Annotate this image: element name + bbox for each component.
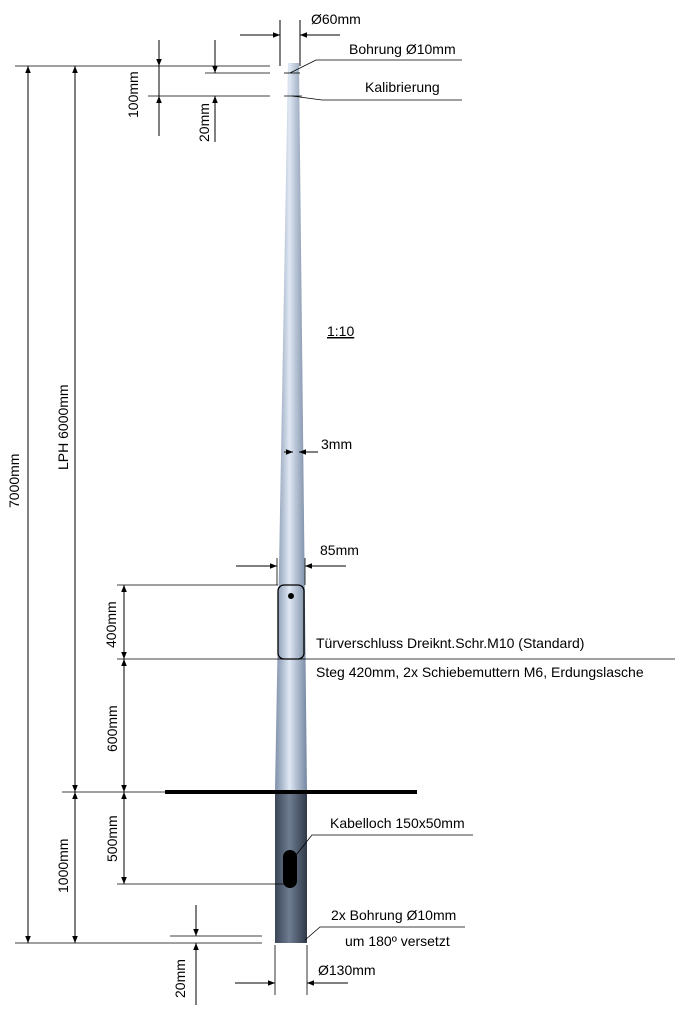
cable-hole (283, 850, 297, 888)
top-hole-label: Bohrung Ø10mm (349, 41, 456, 57)
calibration-label: Kalibrierung (365, 79, 440, 95)
dim-20-top-label: 20mm (196, 103, 212, 142)
bottom-diameter-label: Ø130mm (318, 962, 376, 978)
bottom-holes-label: 2x Bohrung Ø10mm (331, 907, 456, 923)
scale-label: 1:10 (327, 323, 354, 339)
dim-100-label: 100mm (125, 71, 141, 118)
door-lock-icon (288, 593, 294, 599)
pole-shaft (275, 63, 307, 792)
cable-depth-label: 500mm (104, 815, 120, 862)
door-base-height-label: 600mm (104, 705, 120, 752)
cable-hole-label: Kabelloch 150x50mm (330, 815, 465, 831)
total-height-label: 7000mm (6, 454, 22, 508)
wall-thickness-label: 3mm (321, 436, 352, 452)
bottom-offset-label: um 180º versetzt (345, 933, 450, 949)
door-height-label: 400mm (103, 601, 119, 648)
door-width-label: 85mm (320, 542, 359, 558)
lph-label: LPH 6000mm (55, 384, 71, 470)
rail-note-label: Steg 420mm, 2x Schiebemuttern M6, Erdung… (316, 664, 644, 680)
embed-depth-label: 1000mm (55, 839, 71, 893)
top-diameter-label: Ø60mm (311, 11, 361, 27)
door-lock-label: Türverschluss Dreiknt.Schr.M10 (Standard… (316, 635, 584, 651)
dim-20-bottom-label: 20mm (172, 959, 188, 998)
